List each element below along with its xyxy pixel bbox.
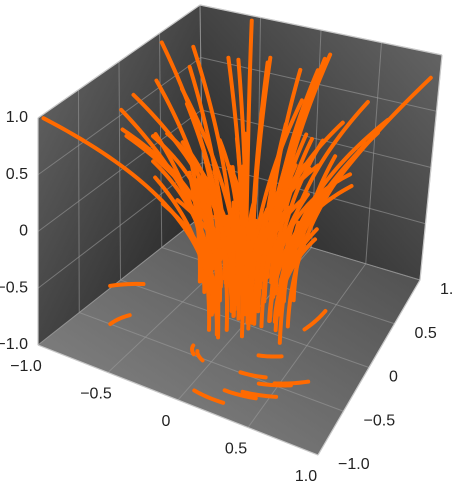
y-tick-label: −1.0: [338, 456, 370, 473]
streamline: [195, 349, 205, 363]
streamline: [238, 370, 268, 380]
box-edge: [317, 279, 421, 456]
streamline: [240, 389, 279, 399]
streamline: [256, 205, 292, 314]
x-tick-label: 0: [162, 413, 171, 430]
grid-line: [120, 279, 370, 368]
y-tick-label: 1.0: [440, 281, 453, 298]
z-tick-label: 0.5: [6, 166, 28, 183]
x-tick-label: 1.0: [295, 468, 317, 482]
z-tick-label: −0.5: [0, 279, 28, 296]
streamline: [108, 281, 146, 288]
box-edge: [199, 4, 443, 56]
box-edge: [419, 54, 443, 281]
streamline: [271, 172, 353, 299]
streamline: [269, 52, 333, 285]
streamline: [243, 202, 256, 317]
streamline: [252, 207, 269, 326]
x-tick-label: −1.0: [10, 358, 42, 375]
streamline: [190, 343, 196, 357]
streamline: [249, 60, 270, 259]
streamline: [192, 388, 226, 405]
streamline: [302, 309, 328, 332]
y-tick-label: 0.5: [415, 325, 437, 342]
box-edge: [37, 344, 319, 456]
x-tick-label: −0.5: [80, 386, 112, 403]
streamline: [285, 141, 368, 329]
z-tick-label: 1.0: [6, 109, 28, 126]
streamline: [277, 220, 301, 345]
grid-line: [79, 312, 344, 412]
x-tick-label: 0.5: [225, 441, 247, 458]
streamline: [256, 353, 284, 359]
z-tick-label: −1.0: [0, 336, 28, 353]
streamline: [272, 379, 311, 386]
streamline: [248, 196, 280, 311]
streamline: [191, 236, 221, 340]
grid-line: [201, 109, 432, 168]
floor-panel: [38, 215, 420, 455]
grid-line: [37, 109, 202, 232]
streamline: [202, 153, 223, 303]
grid-line: [37, 57, 202, 176]
streamline: [108, 313, 132, 327]
y-tick-label: 0: [389, 369, 398, 386]
streamline: [239, 232, 245, 339]
y-tick-label: −0.5: [364, 412, 396, 429]
z-tick-label: 0: [19, 223, 28, 240]
streamline: [234, 210, 240, 307]
streamline: [259, 163, 298, 329]
box-edge: [37, 4, 201, 119]
streamline: [222, 388, 258, 401]
grid-line: [37, 214, 204, 346]
